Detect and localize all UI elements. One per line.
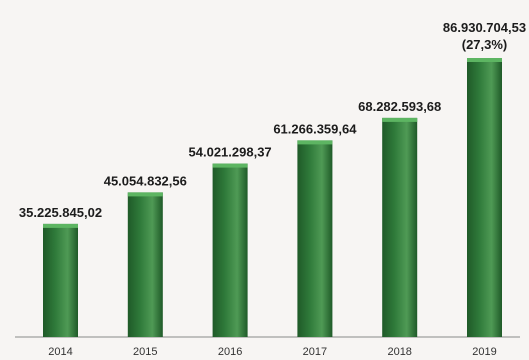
bar-2014 <box>43 223 78 337</box>
x-tick-label-2018: 2018 <box>387 346 411 358</box>
x-tick-label-2016: 2016 <box>218 346 242 358</box>
bar-2019 <box>467 58 502 337</box>
bar-2016 <box>212 163 248 337</box>
x-tick-label-2015: 2015 <box>133 346 157 358</box>
bar-2015 <box>127 192 163 337</box>
data-label-2014: 35.225.845,02 <box>19 205 102 220</box>
bar-cap-2016 <box>212 163 248 168</box>
bar-2017 <box>297 140 333 337</box>
bar-cap-2017 <box>297 140 333 145</box>
bar-cap-2014 <box>43 223 78 228</box>
data-label-2016: 54.021.298,37 <box>189 145 272 160</box>
bar-cap-2019 <box>467 58 502 62</box>
bar-cap-2018 <box>382 117 418 122</box>
x-tick-label-2014: 2014 <box>48 346 72 358</box>
growth-annotation: (27,3%) <box>462 37 508 52</box>
bar-2018 <box>382 117 418 338</box>
data-label-2018: 68.282.593,68 <box>358 99 441 114</box>
data-label-2017: 61.266.359,64 <box>273 121 357 136</box>
data-label-2019: 86.930.704,53 <box>443 20 526 35</box>
data-label-2015: 45.054.832,56 <box>104 173 187 188</box>
x-tick-label-2019: 2019 <box>472 346 496 358</box>
x-tick-label-2017: 2017 <box>303 346 327 358</box>
bar-cap-2015 <box>127 192 163 197</box>
